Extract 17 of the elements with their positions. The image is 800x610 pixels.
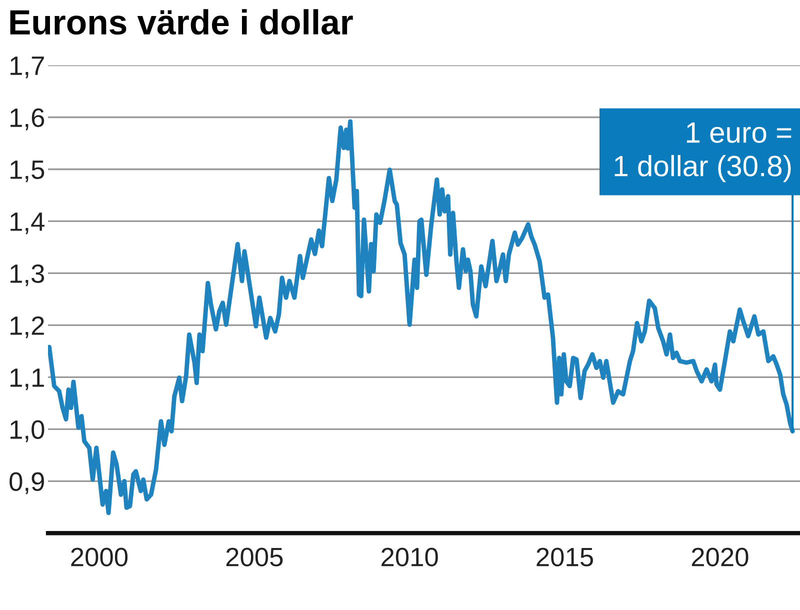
x-tick-label: 2020 xyxy=(692,548,748,566)
annotation: 1 euro = 1 dollar (30.8) xyxy=(614,122,792,182)
x-tick-label: 2010 xyxy=(382,548,438,566)
y-tick-label: 1,4 xyxy=(10,212,44,234)
y-tick-label: 0,9 xyxy=(10,472,44,494)
y-tick-label: 1,2 xyxy=(10,316,44,338)
y-tick-label: 1,7 xyxy=(10,56,44,78)
y-tick-label: 1,5 xyxy=(10,160,44,182)
y-tick-label: 1,1 xyxy=(10,368,44,390)
y-tick-label: 1,6 xyxy=(10,108,44,130)
y-tick-label: 1,0 xyxy=(10,420,44,442)
x-tick-label: 2015 xyxy=(536,548,593,566)
y-tick-label: 1,3 xyxy=(10,264,44,286)
line-series xyxy=(48,119,795,516)
chart-title: Eurons värde i dollar xyxy=(10,9,353,35)
x-tick-label: 2005 xyxy=(226,548,283,566)
x-tick-label: 2000 xyxy=(71,548,128,566)
